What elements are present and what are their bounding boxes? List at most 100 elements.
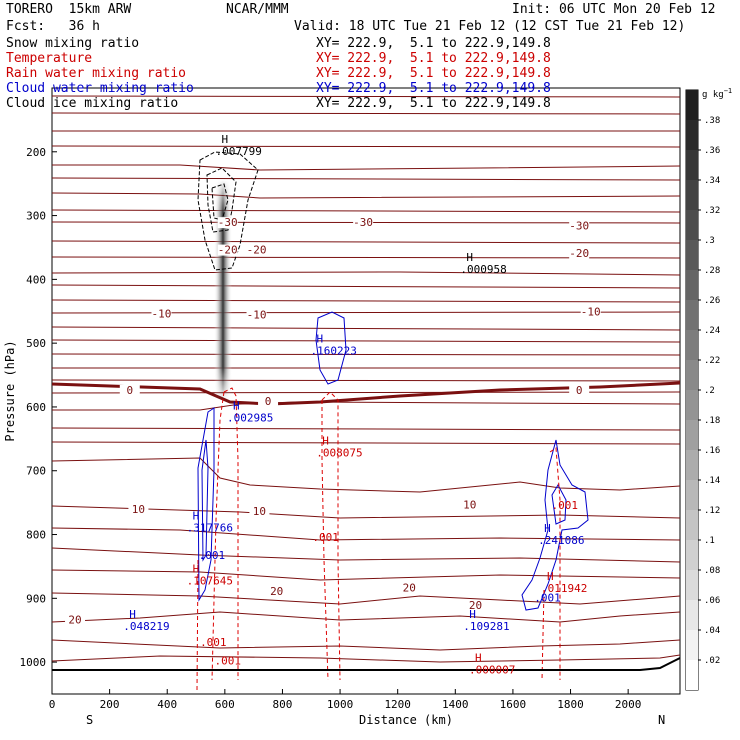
- field-xy: XY= 222.9, 5.1 to 222.9,149.8: [316, 36, 551, 51]
- colorbar-swatch: [686, 210, 698, 240]
- colorbar-tick-label: .3: [704, 236, 715, 246]
- field-xy: XY= 222.9, 5.1 to 222.9,149.8: [316, 81, 551, 96]
- colorbar-swatch: [686, 600, 698, 630]
- extremum-value: .008075: [316, 447, 362, 460]
- extremum-marker: H: [547, 570, 554, 583]
- isotherm-label-bg: [580, 306, 601, 318]
- extremum-value: .000007: [469, 664, 515, 677]
- extremum-value: .160223: [311, 345, 357, 358]
- colorbar-swatch: [686, 660, 698, 690]
- colorbar-tick-label: .06: [704, 596, 720, 606]
- colorbar-tick-label: .08: [704, 566, 720, 576]
- cloud-water-contours: [197, 311, 589, 611]
- isotherm-label: -30: [218, 216, 238, 229]
- axes: 0 200 400 600 800 1000 1200 1400 1600 1800 2000200…: [3, 146, 665, 727]
- contour-label: .001: [534, 592, 561, 605]
- extremum-marker: H: [475, 652, 482, 665]
- isotherm-line: [52, 95, 680, 98]
- isotherm-label-bg: [217, 244, 238, 256]
- colorbar-swatch: [686, 180, 698, 210]
- extremum-marker: H: [193, 562, 200, 575]
- isotherm-label: 0: [265, 395, 272, 408]
- contour-label: .001: [214, 655, 241, 668]
- isotherm-label: 0: [126, 384, 133, 397]
- isotherm-label: -10: [152, 307, 172, 320]
- isotherm-label: 20: [270, 585, 283, 598]
- isotherm-label-bg: [217, 217, 238, 229]
- extremum-value: .048219: [123, 620, 169, 633]
- isotherm-line: [52, 457, 680, 493]
- isotherm-label-bg: [569, 384, 590, 396]
- x-tick-label: 600: [215, 698, 235, 711]
- isotherm-label-bg: [65, 614, 86, 626]
- center-title: NCAR/MMM: [226, 2, 289, 17]
- isotherm-line: [52, 339, 680, 343]
- field-xy: XY= 222.9, 5.1 to 222.9,149.8: [316, 51, 551, 66]
- isotherm-label: -30: [569, 219, 589, 232]
- field-xy: XY= 222.9, 5.1 to 222.9,149.8: [316, 96, 551, 111]
- extremum-value: .109281: [463, 620, 509, 633]
- colorbar-tick-label: .28: [704, 266, 720, 276]
- contour-label: .001: [200, 636, 227, 649]
- colorbar-swatch: [686, 360, 698, 390]
- isotherm-line: [52, 441, 680, 445]
- extremum-value: .107645: [187, 574, 233, 587]
- colorbar-tick-label: .26: [704, 296, 720, 306]
- contour-label: .001: [552, 499, 579, 512]
- colorbar-tick-label: .16: [704, 446, 720, 456]
- field-name: Temperature: [6, 51, 93, 66]
- contour-label: .001: [312, 531, 339, 544]
- isotherm-label: -10: [247, 309, 267, 322]
- isotherm-label-bg: [569, 247, 590, 259]
- y-axis-label: Pressure (hPa): [3, 340, 17, 441]
- isotherm-line: [52, 427, 680, 431]
- extremum-value: .241086: [538, 534, 584, 547]
- isotherm-label-bg: [151, 308, 172, 320]
- field-name: Cloud water mixing ratio: [6, 81, 194, 96]
- x-tick-label: 1200: [384, 698, 411, 711]
- isotherm-label-bg: [246, 244, 267, 256]
- extremum-marker: H: [469, 608, 476, 621]
- isotherm-line: [52, 271, 680, 276]
- y-tick-label: 500: [26, 337, 46, 350]
- x-tick-label: 400: [157, 698, 177, 711]
- south-label: S: [86, 713, 93, 727]
- isotherm-line: [52, 284, 680, 289]
- colorbar-tick-label: .22: [704, 356, 720, 366]
- x-axis-label: Distance (km): [359, 713, 453, 727]
- colorbar-tick-label: .04: [704, 626, 720, 636]
- y-tick-label: 400: [26, 273, 46, 286]
- extremum-marker: H: [129, 608, 136, 621]
- isotherm-label-bg: [258, 395, 279, 407]
- isotherm-line: [52, 240, 680, 244]
- x-tick-label: 1600: [500, 698, 527, 711]
- x-tick-label: 1400: [442, 698, 469, 711]
- isotherm-line: [52, 145, 680, 148]
- colorbar-swatch: [686, 240, 698, 270]
- chart-labels: -30 -30 -30 -20 -20 -20 -10 -10 -10 0 0 0 10 10 10 20 20…: [65, 133, 601, 677]
- colorbar-swatch: [686, 300, 698, 330]
- x-tick-label: 0: [49, 698, 56, 711]
- colorbar-tick-label: .34: [704, 176, 720, 186]
- y-tick-label: 300: [26, 210, 46, 223]
- isotherm-label: 10: [463, 499, 476, 512]
- isotherm-label-bg: [266, 585, 287, 597]
- isotherm-label-bg: [465, 599, 486, 611]
- isotherm-label: -20: [247, 244, 267, 257]
- y-tick-label: 800: [26, 529, 46, 542]
- isotherm-line: [52, 547, 680, 563]
- isotherm-label-bg: [569, 220, 590, 232]
- colorbar-tick-label: .02: [704, 656, 720, 666]
- isotherm-label: 20: [469, 599, 482, 612]
- colorbar-tick-label: .1: [704, 536, 715, 546]
- colorbar-tick-label: .14: [704, 476, 720, 486]
- isotherm-line: [52, 654, 680, 663]
- extremum-marker: H: [193, 509, 200, 522]
- colorbar-swatch: [686, 120, 698, 150]
- extremum-marker: H: [544, 522, 551, 535]
- isotherm-label-bg: [459, 499, 480, 511]
- isotherm-label: -30: [353, 216, 373, 229]
- rain-water-contours: [196, 387, 561, 691]
- isotherm-line: [52, 209, 680, 213]
- init-time: Init: 06 UTC Mon 20 Feb 12: [512, 2, 716, 17]
